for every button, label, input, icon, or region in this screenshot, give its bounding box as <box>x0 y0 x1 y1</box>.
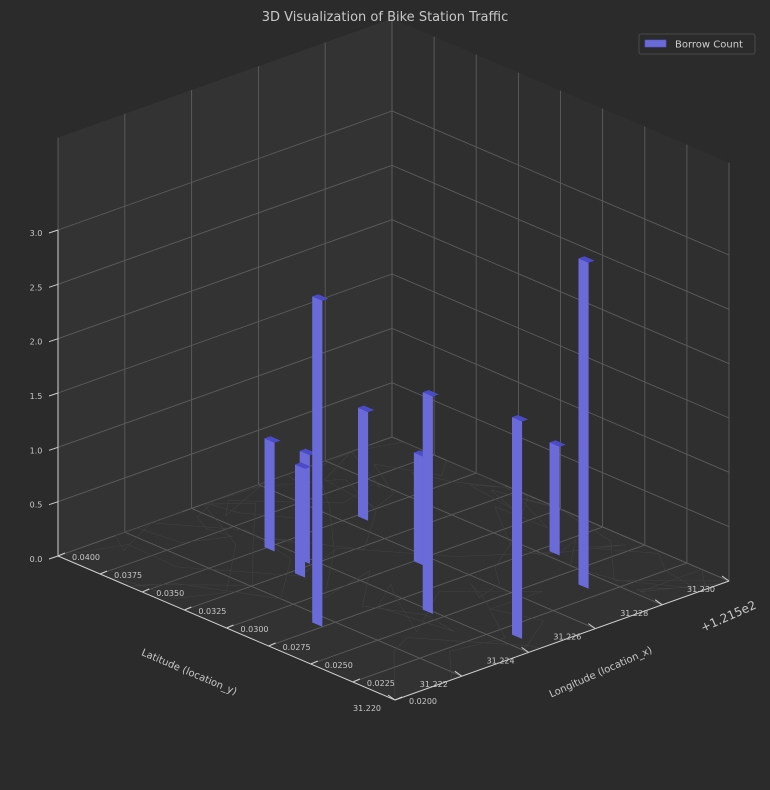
x-tick-mark <box>184 606 192 611</box>
y-axis-line <box>394 580 730 701</box>
z-tick-mark <box>48 229 59 234</box>
bar <box>358 405 375 521</box>
y-tick-label: 31.224 <box>487 656 515 665</box>
bar-top-face <box>299 448 316 456</box>
x-tick-mark <box>226 624 234 629</box>
bars <box>264 256 595 639</box>
y-tick-mark <box>387 694 396 701</box>
bar-front-face <box>358 407 369 521</box>
tick-labels: 0.02000.02250.02500.02750.03000.03250.03… <box>30 229 730 713</box>
x-tick-label: 0.0375 <box>114 571 142 580</box>
bar-top-face <box>264 436 281 443</box>
bar <box>512 415 529 639</box>
x-tick-mark <box>99 570 108 575</box>
bar-front-face <box>578 258 589 589</box>
y-tick-label: 31.230 <box>687 585 715 594</box>
bar <box>264 436 281 552</box>
legend-swatch <box>644 39 667 48</box>
x-tick-label: 0.0200 <box>409 697 437 706</box>
y-tick-mark <box>521 646 529 653</box>
x-tick-mark <box>268 642 276 647</box>
bar-front-face <box>422 392 433 614</box>
z-tick-label: 0.0 <box>30 555 43 564</box>
bar-top-face <box>312 294 329 301</box>
bar-front-face <box>512 417 523 639</box>
legend-entry-borrow-count: Borrow Count <box>675 40 743 51</box>
x-tick-label: 0.0250 <box>325 661 353 670</box>
bar-top-face <box>512 415 529 422</box>
x-tick-label: 0.0275 <box>283 643 311 652</box>
bar-front-face <box>312 296 323 627</box>
x-tick-label: 0.0325 <box>198 607 226 616</box>
legend-frame <box>638 33 756 55</box>
bar-front-face <box>549 442 560 556</box>
x-tick-mark <box>142 588 150 593</box>
gridline-z <box>57 273 730 419</box>
z-tick-label: 1.5 <box>30 392 43 401</box>
y-tick-label: 31.226 <box>553 633 581 642</box>
bar-top-face <box>578 256 595 263</box>
legend: Borrow Count <box>638 33 756 55</box>
y-tick-mark <box>721 575 730 582</box>
x-tick-label: 0.0300 <box>241 625 269 634</box>
x-tick-mark <box>310 660 318 665</box>
z-tick-mark <box>48 501 59 506</box>
y-tick-label: 31.228 <box>620 609 648 618</box>
gridline-z <box>57 219 730 365</box>
x-tick-label: 0.0350 <box>156 589 184 598</box>
bar <box>422 390 439 614</box>
z-tick-mark <box>48 283 59 288</box>
x-tick-mark <box>352 678 361 683</box>
z-tick-label: 2.0 <box>30 338 43 347</box>
x-tick-mark <box>394 696 403 701</box>
z-tick-mark <box>48 446 59 451</box>
gridline-z <box>57 164 730 310</box>
bar <box>578 256 595 589</box>
bar <box>295 462 312 578</box>
left-wall-pane <box>58 18 392 557</box>
z-tick-label: 1.0 <box>30 446 43 455</box>
z-tick-label: 3.0 <box>30 229 43 238</box>
bar-top-face <box>422 390 439 397</box>
z-tick-mark <box>48 555 59 560</box>
bar-front-face <box>295 464 306 578</box>
bar-front-face <box>413 452 424 566</box>
y-tick-label: 31.220 <box>353 704 381 713</box>
gridline-z <box>57 327 730 473</box>
gridline-z <box>57 382 730 528</box>
y-tick-label: 31.222 <box>420 680 448 689</box>
y-tick-mark <box>654 599 663 606</box>
x-tick-mark <box>57 552 66 557</box>
x-tick-label: 0.0400 <box>72 553 100 562</box>
z-tick-mark <box>48 392 59 397</box>
z-tick-label: 2.5 <box>30 283 43 292</box>
bar-top-face <box>358 405 375 413</box>
z-tick-mark <box>48 338 59 343</box>
y-tick-mark <box>588 623 596 630</box>
bar-top-face <box>549 440 566 447</box>
x-tick-label: 0.0225 <box>367 679 395 688</box>
chart-title: 3D Visualization of Bike Station Traffic <box>262 10 508 25</box>
z-tick-label: 0.5 <box>30 501 43 510</box>
bar <box>549 440 566 556</box>
bar-top-face <box>295 462 312 469</box>
y-tick-mark <box>454 670 463 677</box>
bar <box>312 294 329 627</box>
gridline-z <box>57 110 730 256</box>
bar-front-face <box>264 438 275 552</box>
